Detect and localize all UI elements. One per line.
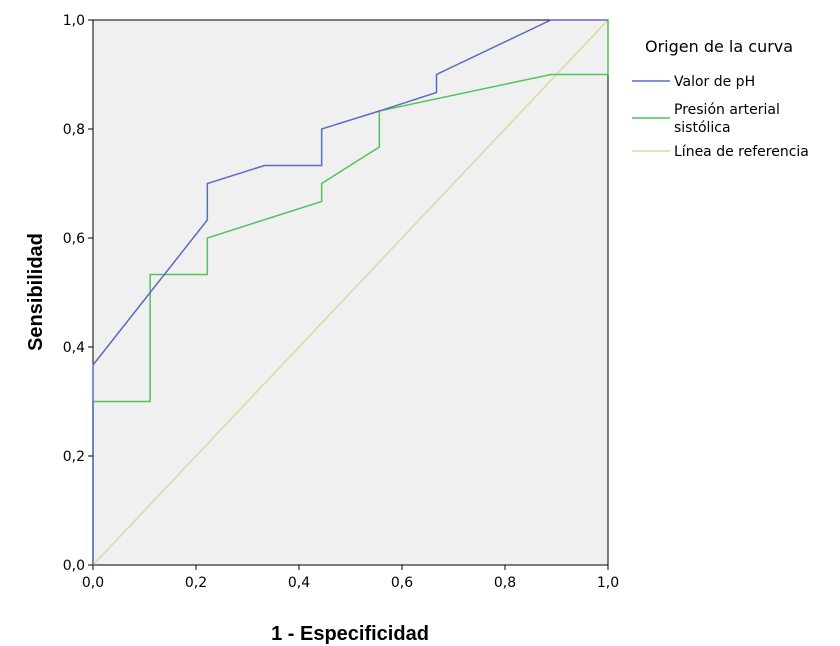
y-axis-title: Sensibilidad <box>25 233 47 351</box>
legend-label-ph: Valor de pH <box>674 74 755 90</box>
legend-label-pas-line1: Presión arterial <box>674 102 780 118</box>
legend: Origen de la curva Valor de pH Presión a… <box>632 37 809 160</box>
series-line-ph <box>92 19 608 565</box>
ticks-layer: 0,0 0,2 0,4 0,6 0,8 1,0 0,0 0,2 0,4 0,6 0,8 1,0 <box>63 13 619 591</box>
y-tick-label: 0,6 <box>63 231 85 247</box>
legend-label-ref: Línea de referencia <box>674 144 809 160</box>
x-tick-label: 0,0 <box>82 575 104 591</box>
x-tick-label: 0,2 <box>185 575 207 591</box>
legend-title: Origen de la curva <box>645 37 793 56</box>
y-tick-label: 0,2 <box>63 449 85 465</box>
y-tick-label: 0,4 <box>63 340 85 356</box>
series-line-reference <box>92 19 609 566</box>
series-line-pas <box>92 20 609 565</box>
x-tick-label: 0,8 <box>494 575 516 591</box>
y-tick-label: 1,0 <box>63 13 85 29</box>
series-layer <box>92 19 609 566</box>
x-tick-label: 0,6 <box>391 575 413 591</box>
x-axis-title: 1 - Especificidad <box>271 623 429 645</box>
legend-label-pas-line2: sistólica <box>674 120 731 136</box>
x-tick-label: 0,4 <box>288 575 310 591</box>
y-tick-label: 0,0 <box>63 558 85 574</box>
y-tick-label: 0,8 <box>63 122 85 138</box>
x-tick-label: 1,0 <box>597 575 619 591</box>
